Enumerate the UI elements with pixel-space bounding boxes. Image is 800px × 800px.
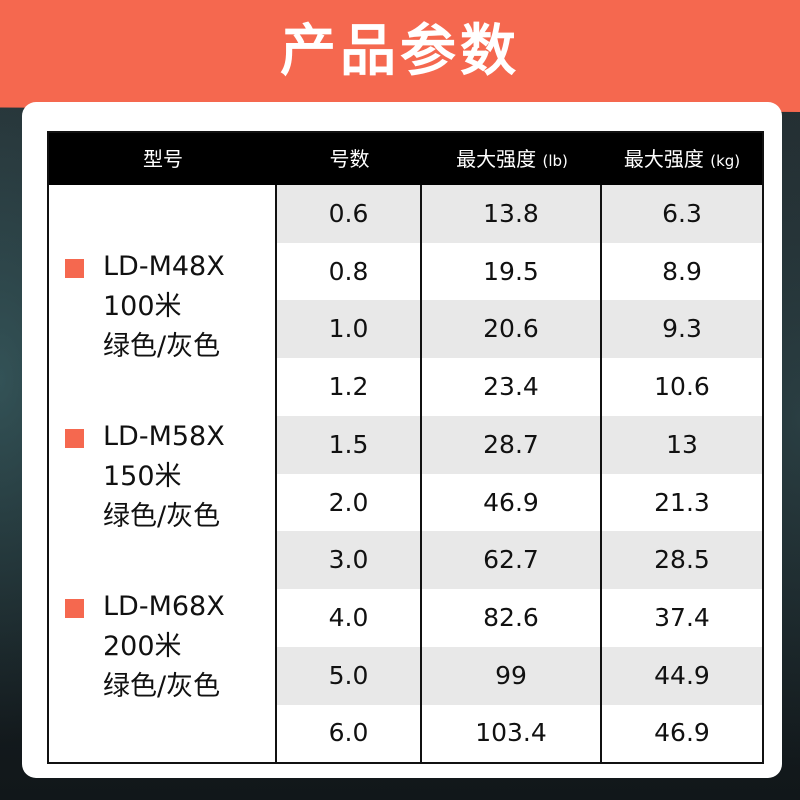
header-strength-lb: 最大强度 (lb): [422, 133, 602, 185]
table-row: 4.0 82.6 37.4: [277, 589, 762, 647]
cell-strength-kg: 10.6: [654, 372, 710, 402]
cell-strength-lb: 13.8: [483, 199, 539, 228]
model-color: 绿色/灰色: [103, 501, 221, 532]
column-divider: [600, 185, 602, 762]
cell-strength-kg: 46.9: [654, 718, 710, 748]
table-row: 3.0 62.7 28.5: [277, 531, 762, 590]
header-model-label: 型号: [143, 147, 183, 171]
cell-size: 0.8: [328, 256, 369, 286]
cell-size: 3.0: [328, 545, 369, 575]
cell-strength-lb: 62.7: [483, 545, 539, 575]
cell-strength-lb: 20.6: [483, 314, 539, 344]
page-title: 产品参数: [280, 19, 520, 84]
model-code: LD-M68X: [103, 591, 225, 622]
cell-size: 1.5: [328, 429, 369, 459]
cell-strength-lb: 28.7: [483, 429, 539, 459]
cell-size: 0.6: [328, 199, 369, 228]
header-strength-lb-label: 最大强度: [456, 147, 543, 171]
cell-strength-lb: 46.9: [483, 487, 539, 517]
cell-size: 2.0: [328, 487, 369, 517]
model-column: LD-M48X 100米 绿色/灰色 LD-M58X 150米 绿色/灰色 LD…: [49, 185, 277, 762]
table-row: 2.0 46.9 21.3: [277, 474, 762, 532]
model-length: 200米: [103, 631, 182, 662]
table-row: 1.5 28.7 13: [277, 415, 762, 474]
cell-size: 1.0: [328, 314, 369, 344]
cell-size: 1.2: [328, 372, 369, 402]
cell-strength-kg: 21.3: [654, 487, 710, 517]
cell-strength-lb: 23.4: [483, 372, 539, 402]
data-rows: 0.6 13.8 6.3 0.8 19.5 8.9 1.0 20.6 9.3 1.2 23.4 10.…: [277, 185, 762, 762]
model-color: 绿色/灰色: [103, 331, 221, 362]
cell-strength-kg: 44.9: [654, 660, 710, 690]
cell-strength-kg: 8.9: [662, 256, 702, 286]
table-row: 1.2 23.4 10.6: [277, 358, 762, 416]
title-banner: [0, 0, 800, 112]
model-length: 100米: [103, 291, 182, 322]
cell-strength-kg: 9.3: [662, 314, 702, 344]
cell-strength-lb: 19.5: [483, 256, 539, 286]
cell-strength-kg: 13: [666, 429, 698, 459]
table-row: 0.6 13.8 6.3: [277, 185, 762, 243]
bullet-square-icon: [65, 429, 84, 448]
cell-strength-lb: 99: [495, 660, 527, 690]
model-color: 绿色/灰色: [103, 671, 221, 702]
header-strength-kg-label: 最大强度: [623, 147, 711, 171]
table-row: 0.8 19.5 8.9: [277, 243, 762, 301]
cell-strength-lb: 103.4: [475, 718, 547, 748]
model-length: 150米: [103, 461, 182, 492]
model-code: LD-M58X: [103, 421, 225, 452]
cell-strength-kg: 37.4: [654, 602, 710, 632]
cell-size: 4.0: [328, 602, 369, 632]
table-header: 型号 号数 最大强度 (lb) 最大强度 (kg): [49, 133, 762, 185]
table-row: 5.0 99 44.9: [277, 646, 762, 705]
header-model: 型号: [49, 133, 277, 185]
table-row: 1.0 20.6 9.3: [277, 300, 762, 359]
cell-strength-kg: 6.3: [662, 199, 702, 228]
cell-strength-kg: 28.5: [654, 545, 710, 575]
header-size: 号数: [277, 133, 422, 185]
bullet-square-icon: [65, 599, 84, 618]
cell-strength-lb: 82.6: [483, 602, 539, 632]
header-strength-kg: 最大强度 (kg): [602, 133, 762, 185]
cell-size: 5.0: [328, 660, 369, 690]
cell-size: 6.0: [328, 718, 369, 748]
model-code: LD-M48X: [103, 251, 225, 282]
header-strength-lb-unit: (lb): [542, 152, 568, 170]
header-size-label: 号数: [329, 147, 370, 171]
table-row: 6.0 103.4 46.9: [277, 704, 762, 762]
spec-table: 型号 号数 最大强度 (lb) 最大强度 (kg) LD-M48X 100米 绿…: [47, 131, 764, 764]
bullet-square-icon: [65, 259, 84, 278]
column-divider: [420, 185, 422, 762]
header-strength-kg-unit: (kg): [710, 152, 741, 170]
